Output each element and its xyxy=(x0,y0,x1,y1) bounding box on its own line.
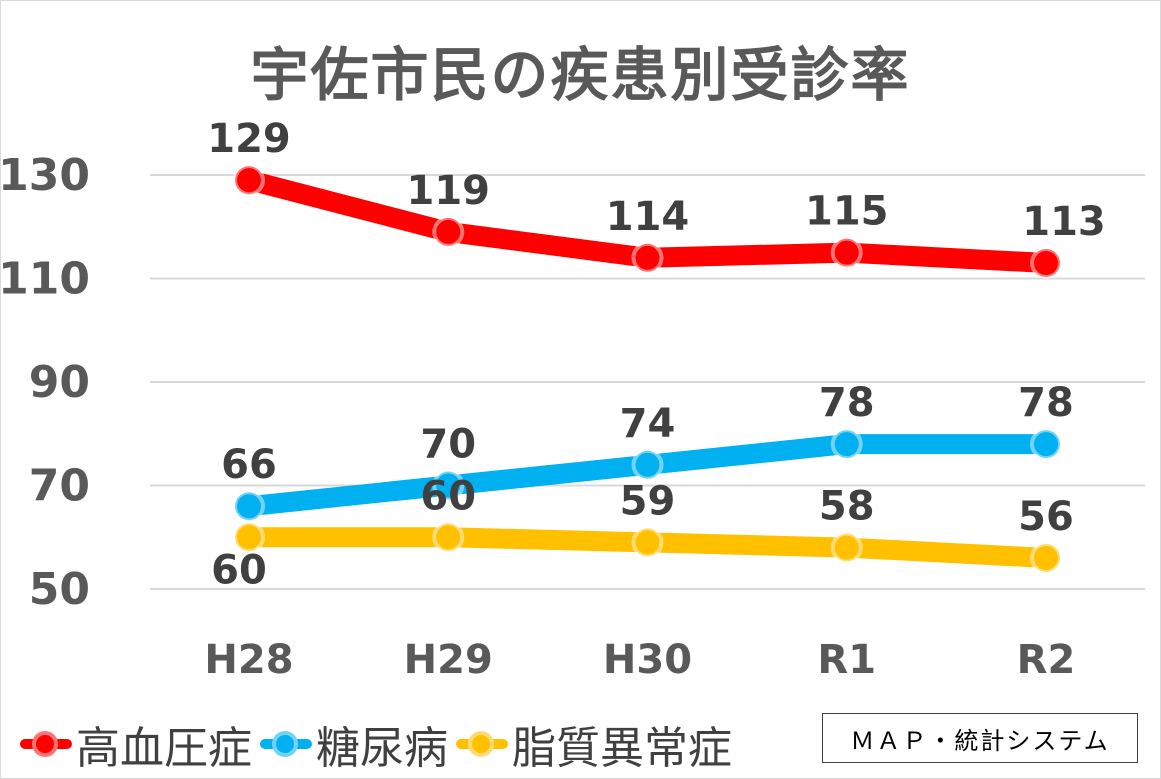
legend-item-hypertension: 高血圧症 xyxy=(18,712,252,776)
x-tick-label-H29: H29 xyxy=(404,637,493,683)
point-diabetes-H28 xyxy=(233,490,265,523)
legend-swatch-dyslipidemia xyxy=(454,729,510,759)
data-label-hypertension-H29: 119 xyxy=(407,168,491,214)
y-tick-label-110: 110 xyxy=(0,254,90,305)
data-label-hypertension-R2: 113 xyxy=(1022,199,1106,245)
point-hypertension-H30 xyxy=(631,241,664,274)
data-label-dyslipidemia-H30: 59 xyxy=(620,478,676,524)
x-tick-label-H30: H30 xyxy=(603,637,692,683)
data-label-diabetes-R1: 78 xyxy=(819,380,875,426)
data-label-dyslipidemia-H29: 60 xyxy=(420,473,476,519)
x-tick-label-H28: H28 xyxy=(204,637,293,683)
point-diabetes-R2 xyxy=(1030,428,1062,461)
legend-label-dyslipidemia: 脂質異常症 xyxy=(512,723,732,774)
point-dyslipidemia-H30 xyxy=(631,526,664,559)
legend-swatch-diabetes xyxy=(258,729,314,759)
legend-swatch-hypertension xyxy=(18,729,74,759)
point-hypertension-H28 xyxy=(233,164,265,197)
data-label-hypertension-R1: 115 xyxy=(805,189,889,235)
data-label-diabetes-H28: 66 xyxy=(221,442,277,488)
legend-item-diabetes: 糖尿病 xyxy=(258,712,448,776)
legend-label-diabetes: 糖尿病 xyxy=(316,723,448,774)
y-tick-label-70: 70 xyxy=(29,461,90,512)
point-diabetes-H30 xyxy=(631,448,664,481)
source-label: ＭＡＰ・統計システム xyxy=(822,713,1138,763)
data-label-hypertension-H30: 114 xyxy=(606,194,690,240)
y-tick-label-90: 90 xyxy=(29,357,90,408)
point-hypertension-R1 xyxy=(830,236,863,269)
data-label-diabetes-H30: 74 xyxy=(620,401,676,447)
data-label-dyslipidemia-R1: 58 xyxy=(819,484,875,530)
legend: 高血圧症 糖尿病 脂質異常症 xyxy=(18,716,738,774)
data-label-hypertension-H28: 129 xyxy=(207,116,291,162)
point-hypertension-R2 xyxy=(1030,246,1062,279)
legend-label-hypertension: 高血圧症 xyxy=(76,723,252,774)
y-tick-label-130: 130 xyxy=(0,150,90,201)
legend-item-dyslipidemia: 脂質異常症 xyxy=(454,712,732,776)
data-label-diabetes-H29: 70 xyxy=(420,422,476,468)
point-dyslipidemia-R2 xyxy=(1030,541,1062,574)
point-dyslipidemia-H29 xyxy=(432,521,465,554)
data-label-diabetes-R2: 78 xyxy=(1018,380,1074,426)
y-tick-label-50: 50 xyxy=(29,564,90,615)
chart-title: 宇佐市民の疾患別受診率 xyxy=(250,41,911,109)
data-label-dyslipidemia-H28: 60 xyxy=(211,547,267,593)
point-dyslipidemia-R1 xyxy=(830,531,863,564)
data-label-dyslipidemia-R2: 56 xyxy=(1018,494,1074,540)
point-diabetes-R1 xyxy=(830,428,863,461)
point-dyslipidemia-H28 xyxy=(233,521,265,554)
point-diabetes-H29 xyxy=(432,469,465,502)
x-tick-label-R2: R2 xyxy=(1017,637,1076,683)
point-hypertension-H29 xyxy=(432,215,465,248)
x-tick-label-R1: R1 xyxy=(817,637,876,683)
